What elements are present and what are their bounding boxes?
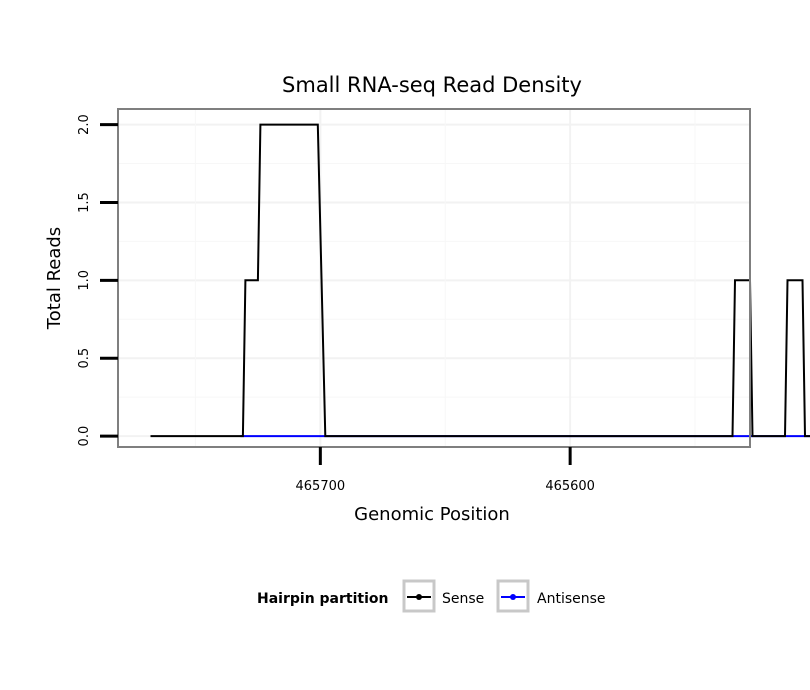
plot-panel-border [117,108,751,448]
x-tick-label: 465700 [296,479,346,494]
y-axis-ticks: 0.0 0.5 1.0 1.5 2.0 [77,114,118,446]
legend-point-antisense [510,594,516,600]
y-tick-label: 2.0 [77,114,92,135]
legend: Hairpin partition Sense Antisense [257,579,606,613]
y-tick-label: 1.0 [77,270,92,291]
legend-label-sense: Sense [442,591,484,607]
legend-point-sense [416,594,422,600]
y-axis-title: Total Reads [44,227,65,330]
x-axis-ticks: 465700 465600 [296,447,595,494]
legend-label-antisense: Antisense [537,591,606,607]
series-line-sense [150,123,810,438]
chart-title: Small RNA-seq Read Density [282,73,582,97]
y-tick-label: 1.5 [77,192,92,213]
y-tick-label: 0.5 [77,348,92,369]
x-tick-label: 465600 [545,479,595,494]
legend-item-sense: Sense [402,579,484,613]
legend-item-antisense: Antisense [496,579,606,613]
data-series [150,123,810,438]
grid-lines [118,109,750,447]
x-axis-title: Genomic Position [354,504,510,525]
y-tick-label: 0.0 [77,426,92,447]
legend-title: Hairpin partition [257,591,388,607]
